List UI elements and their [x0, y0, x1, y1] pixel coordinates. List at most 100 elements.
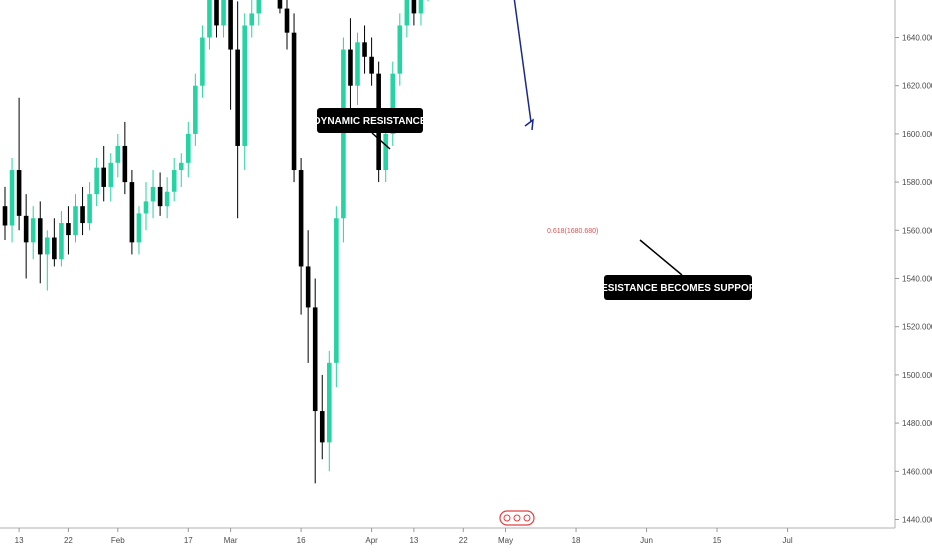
y-tick-label: 1500.000 [902, 371, 932, 380]
candle [66, 206, 71, 255]
candle-body [115, 145, 121, 163]
candle-body [193, 85, 198, 134]
candle [397, 13, 403, 86]
candle-body [178, 162, 184, 171]
logo-badge [499, 510, 535, 526]
candle [52, 218, 57, 267]
callout-support-pointer [639, 239, 683, 276]
candle [150, 170, 156, 219]
candle-body [334, 218, 339, 363]
candle-body [59, 223, 64, 260]
candle-body [411, 0, 417, 14]
candle-body [143, 201, 149, 214]
candle [37, 201, 43, 284]
candle [319, 374, 325, 460]
y-tick-label: 1580.000 [902, 178, 932, 187]
candle [59, 211, 64, 267]
candle [171, 158, 177, 202]
candle-body [256, 0, 262, 14]
candle-body [235, 49, 240, 146]
candle [228, 0, 233, 110]
candle-body [418, 0, 424, 14]
candle [256, 0, 262, 26]
candle-body [305, 266, 311, 308]
candle-body [52, 237, 57, 260]
candle [87, 182, 92, 231]
candle-body [249, 13, 255, 26]
y-tick-label: 1620.000 [902, 82, 932, 91]
x-tick-label: 18 [572, 536, 581, 545]
candle [327, 350, 332, 472]
candle [129, 170, 135, 255]
candle [235, 1, 240, 219]
candle-body [341, 49, 346, 219]
candle-body [312, 307, 318, 412]
candle-body [355, 42, 360, 86]
callout-support: RESISTANCE BECOMES SUPPORT [594, 239, 762, 300]
x-tick-label: 17 [184, 536, 193, 545]
candle [312, 278, 318, 484]
candle-body [242, 25, 247, 146]
candle-body [30, 218, 36, 243]
fib-label: 0.618(1680.680) [547, 228, 598, 235]
candle-body [150, 186, 156, 202]
y-tick-label: 1460.000 [902, 467, 932, 476]
candle-body [327, 362, 332, 443]
candle-body [16, 170, 22, 216]
candle [242, 13, 247, 171]
candle-body [171, 170, 177, 192]
candle [390, 61, 396, 146]
candle-body [87, 194, 92, 224]
candle-body [129, 182, 135, 243]
candle-body [73, 206, 78, 236]
candle [94, 158, 99, 207]
candle [355, 32, 360, 105]
candle-body [186, 133, 191, 163]
candle [298, 158, 304, 315]
candle-body [2, 206, 8, 226]
x-tick-label: 15 [713, 536, 722, 545]
candle [193, 73, 198, 146]
candle [30, 206, 36, 260]
projection-arrow-head [524, 118, 534, 131]
candle-body [23, 215, 29, 243]
candle [73, 194, 78, 243]
candle [334, 206, 339, 387]
candle [108, 153, 114, 202]
x-tick-label: 22 [459, 536, 468, 545]
candle-body [122, 145, 128, 183]
candle-body [66, 223, 71, 236]
candle [164, 177, 170, 219]
candle [200, 25, 205, 98]
callout-dynamic-resistance: DYNAMIC RESISTANCE [313, 108, 427, 150]
x-tick-label: May [498, 536, 513, 545]
candle-body [80, 206, 85, 224]
x-tick-label: Feb [111, 536, 125, 545]
candle [122, 121, 128, 195]
candle [143, 182, 149, 231]
candle [80, 186, 85, 236]
candle [418, 0, 424, 26]
y-tick-label: 1520.000 [902, 323, 932, 332]
candle-body [207, 0, 212, 38]
candle-body [200, 37, 205, 86]
candle-body [136, 213, 142, 243]
candle-body [291, 32, 297, 171]
candle-body [157, 186, 163, 207]
candle-body [37, 218, 43, 255]
annotations [513, 0, 534, 131]
candle-body [45, 237, 50, 255]
candle [2, 186, 8, 240]
candle-body [277, 0, 283, 9]
x-tick-label: Apr [365, 536, 378, 545]
candle [45, 230, 50, 291]
y-tick-label: 1640.000 [902, 34, 932, 43]
candle-body [348, 49, 353, 86]
candle-body [369, 56, 374, 74]
candle [186, 121, 191, 178]
candle [284, 0, 290, 50]
callout-dynamic-resistance-box [317, 108, 423, 133]
x-tick-label: 16 [297, 536, 306, 545]
